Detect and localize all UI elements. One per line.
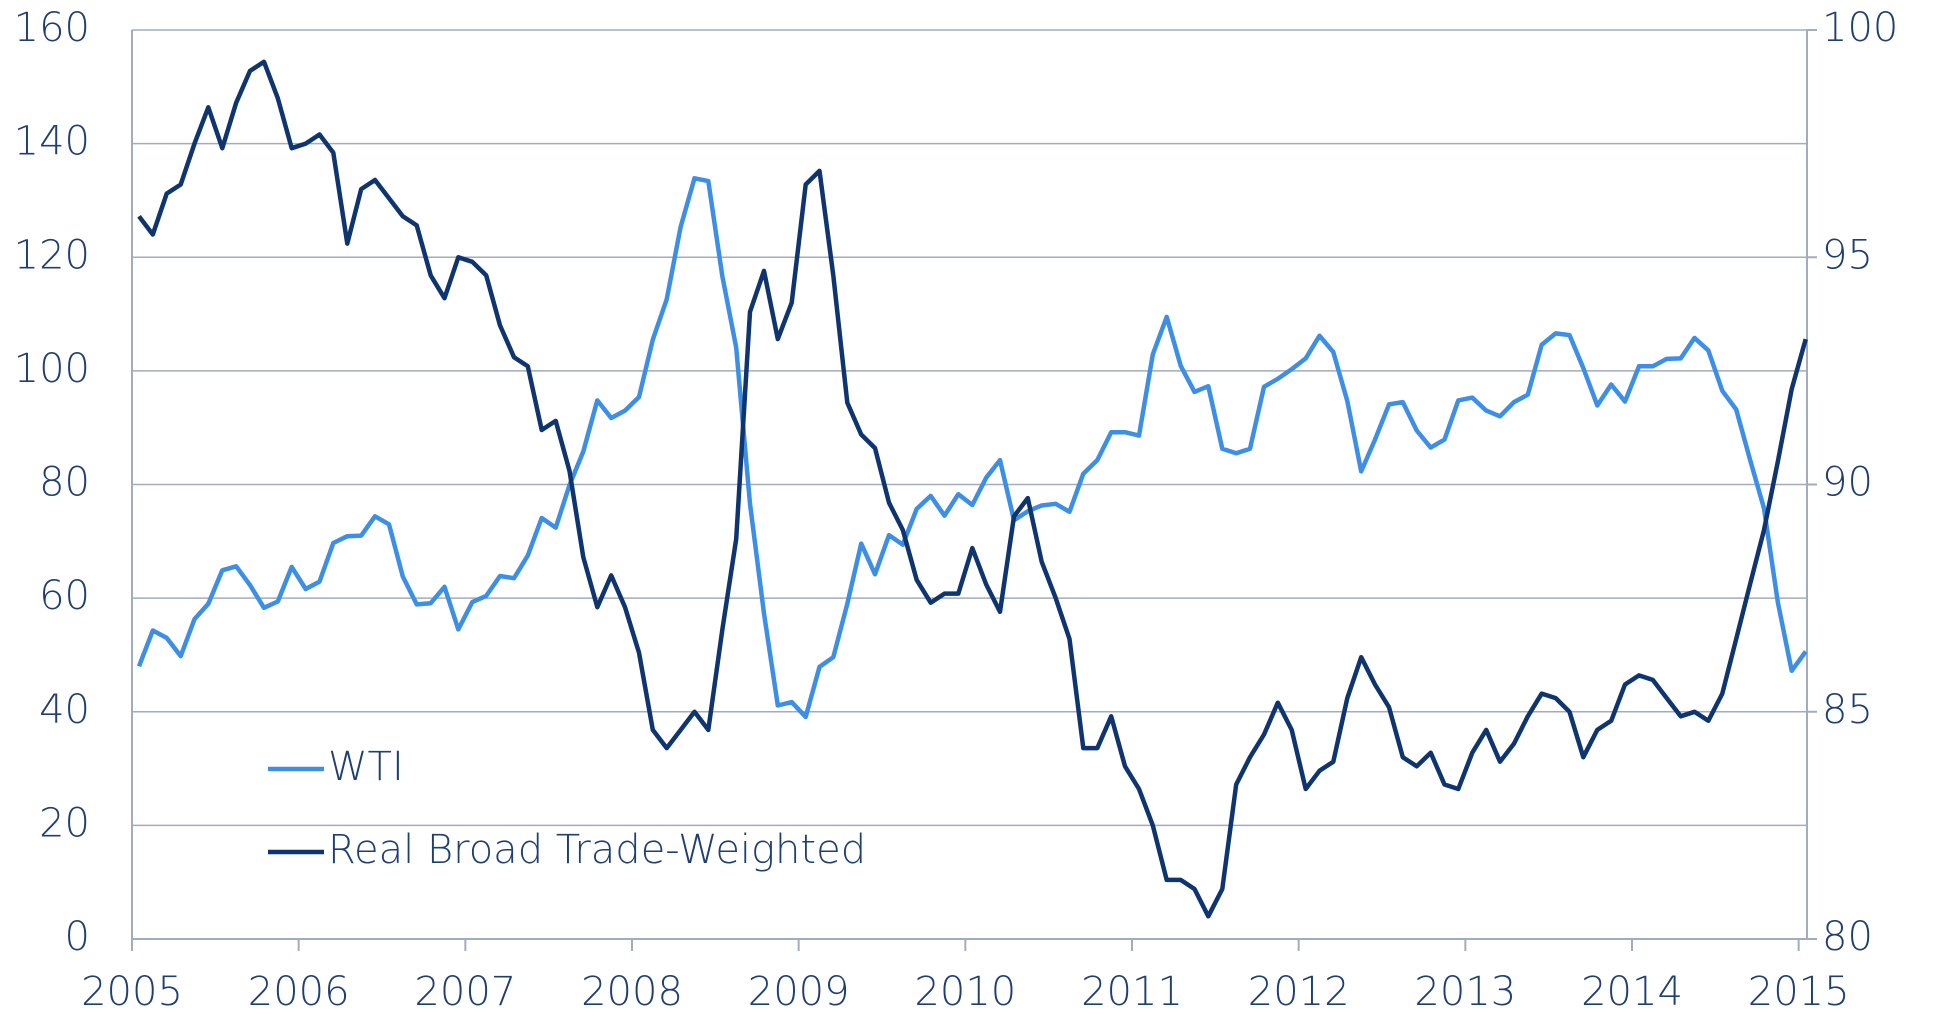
- y-tick-label: 60: [39, 573, 90, 619]
- y2-tick-label: 100: [1822, 5, 1898, 51]
- y2-tick-label: 95: [1822, 232, 1873, 278]
- y-tick-label: 100: [14, 346, 90, 392]
- x-tick-label: 2013: [1414, 969, 1516, 1015]
- series-line: [137, 59, 1808, 919]
- y-tick-label: 0: [65, 914, 90, 960]
- y2-tick-label: 80: [1822, 914, 1873, 960]
- y-tick-label: 160: [14, 5, 90, 51]
- y-tick-label: 80: [39, 460, 90, 506]
- x-tick-label: 2008: [581, 969, 683, 1015]
- series-line: [136, 176, 1808, 720]
- y2-tick-label: 90: [1822, 460, 1873, 506]
- x-tick-label: 2012: [1248, 969, 1350, 1015]
- x-tick-label: 2014: [1581, 969, 1683, 1015]
- y-tick-label: 20: [39, 800, 90, 846]
- x-tick-label: 2015: [1748, 969, 1850, 1015]
- x-tick-label: 2009: [748, 969, 850, 1015]
- x-tick-label: 2005: [81, 969, 183, 1015]
- legend-label: Real Broad Trade-Weighted: [328, 827, 866, 873]
- x-tick-label: 2010: [914, 969, 1016, 1015]
- y-tick-label: 140: [14, 119, 90, 165]
- x-tick-label: 2006: [248, 969, 350, 1015]
- y-tick-label: 120: [14, 232, 90, 278]
- legend-label: WTI: [328, 744, 404, 790]
- y2-tick-label: 85: [1822, 687, 1873, 733]
- x-tick-label: 2011: [1081, 969, 1183, 1015]
- y-tick-label: 40: [39, 687, 90, 733]
- x-tick-label: 2007: [414, 969, 516, 1015]
